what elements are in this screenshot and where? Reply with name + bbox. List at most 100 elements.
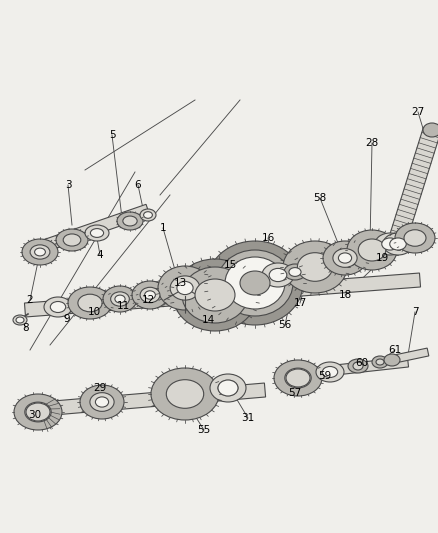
Ellipse shape <box>44 297 72 317</box>
Text: 8: 8 <box>23 323 29 333</box>
Ellipse shape <box>376 359 384 365</box>
Text: 11: 11 <box>117 301 130 311</box>
Ellipse shape <box>111 292 129 306</box>
Ellipse shape <box>56 229 88 251</box>
Ellipse shape <box>375 233 405 255</box>
Ellipse shape <box>78 294 102 312</box>
Ellipse shape <box>195 279 235 311</box>
Ellipse shape <box>285 368 311 388</box>
Text: 13: 13 <box>173 278 187 288</box>
Ellipse shape <box>22 239 58 265</box>
Ellipse shape <box>80 385 124 419</box>
Ellipse shape <box>173 259 257 331</box>
Text: 28: 28 <box>365 138 378 148</box>
Ellipse shape <box>274 360 322 396</box>
Text: 5: 5 <box>109 130 115 140</box>
Ellipse shape <box>30 245 50 259</box>
Ellipse shape <box>289 268 301 277</box>
Text: 12: 12 <box>141 295 155 305</box>
Ellipse shape <box>182 267 248 323</box>
Ellipse shape <box>63 234 81 246</box>
Ellipse shape <box>144 212 152 219</box>
Ellipse shape <box>333 249 357 268</box>
Text: 4: 4 <box>97 250 103 260</box>
Ellipse shape <box>85 225 109 241</box>
Text: 18: 18 <box>339 290 352 300</box>
Ellipse shape <box>14 394 62 430</box>
Ellipse shape <box>269 269 287 281</box>
Text: 7: 7 <box>412 307 418 317</box>
Text: 56: 56 <box>279 320 292 330</box>
Text: 61: 61 <box>389 345 402 355</box>
Ellipse shape <box>358 239 386 261</box>
Polygon shape <box>386 127 438 251</box>
Ellipse shape <box>348 359 368 373</box>
Polygon shape <box>389 348 429 364</box>
Ellipse shape <box>382 238 398 250</box>
Text: 55: 55 <box>198 425 211 435</box>
Ellipse shape <box>284 264 306 280</box>
Ellipse shape <box>297 253 332 281</box>
Ellipse shape <box>68 287 112 319</box>
Text: 30: 30 <box>28 410 42 420</box>
Ellipse shape <box>384 354 400 366</box>
Ellipse shape <box>218 380 238 396</box>
Ellipse shape <box>26 403 50 421</box>
Ellipse shape <box>353 362 363 370</box>
Ellipse shape <box>177 281 193 295</box>
Ellipse shape <box>16 317 24 323</box>
Text: 10: 10 <box>88 307 101 317</box>
Polygon shape <box>290 357 409 380</box>
Polygon shape <box>25 273 420 317</box>
Ellipse shape <box>132 281 168 309</box>
Ellipse shape <box>283 241 347 293</box>
Ellipse shape <box>322 367 338 377</box>
Ellipse shape <box>217 250 293 316</box>
Text: 57: 57 <box>288 388 302 398</box>
Text: 1: 1 <box>160 223 166 233</box>
Text: 3: 3 <box>65 180 71 190</box>
Ellipse shape <box>95 397 109 407</box>
Text: 27: 27 <box>411 107 424 117</box>
Ellipse shape <box>25 402 51 422</box>
Ellipse shape <box>383 233 413 255</box>
Text: 9: 9 <box>64 314 71 324</box>
Text: 29: 29 <box>93 383 106 393</box>
Text: 59: 59 <box>318 371 332 381</box>
Ellipse shape <box>117 212 143 230</box>
Ellipse shape <box>323 241 367 275</box>
Ellipse shape <box>286 369 310 387</box>
Text: 15: 15 <box>223 260 237 270</box>
Ellipse shape <box>170 276 200 300</box>
Text: 31: 31 <box>241 413 254 423</box>
Ellipse shape <box>207 241 303 325</box>
Ellipse shape <box>35 248 46 256</box>
Text: 19: 19 <box>375 253 389 263</box>
Text: 60: 60 <box>356 358 368 368</box>
Ellipse shape <box>404 230 426 246</box>
Ellipse shape <box>423 123 438 137</box>
Ellipse shape <box>158 266 212 310</box>
Ellipse shape <box>145 291 155 299</box>
Text: 2: 2 <box>27 295 33 305</box>
Polygon shape <box>36 204 150 254</box>
Ellipse shape <box>347 230 397 270</box>
Ellipse shape <box>218 381 238 395</box>
Ellipse shape <box>339 253 352 263</box>
Ellipse shape <box>140 209 156 221</box>
Ellipse shape <box>50 302 66 312</box>
Ellipse shape <box>166 379 204 408</box>
Text: 16: 16 <box>261 233 275 243</box>
Text: 17: 17 <box>293 298 307 308</box>
Polygon shape <box>29 383 265 417</box>
Ellipse shape <box>210 374 246 402</box>
Ellipse shape <box>372 356 388 368</box>
Ellipse shape <box>225 257 285 309</box>
Ellipse shape <box>240 271 270 295</box>
Text: 14: 14 <box>201 315 215 325</box>
Ellipse shape <box>151 368 219 420</box>
Ellipse shape <box>90 229 104 237</box>
Ellipse shape <box>115 295 125 303</box>
Ellipse shape <box>395 223 435 253</box>
Ellipse shape <box>262 263 294 287</box>
